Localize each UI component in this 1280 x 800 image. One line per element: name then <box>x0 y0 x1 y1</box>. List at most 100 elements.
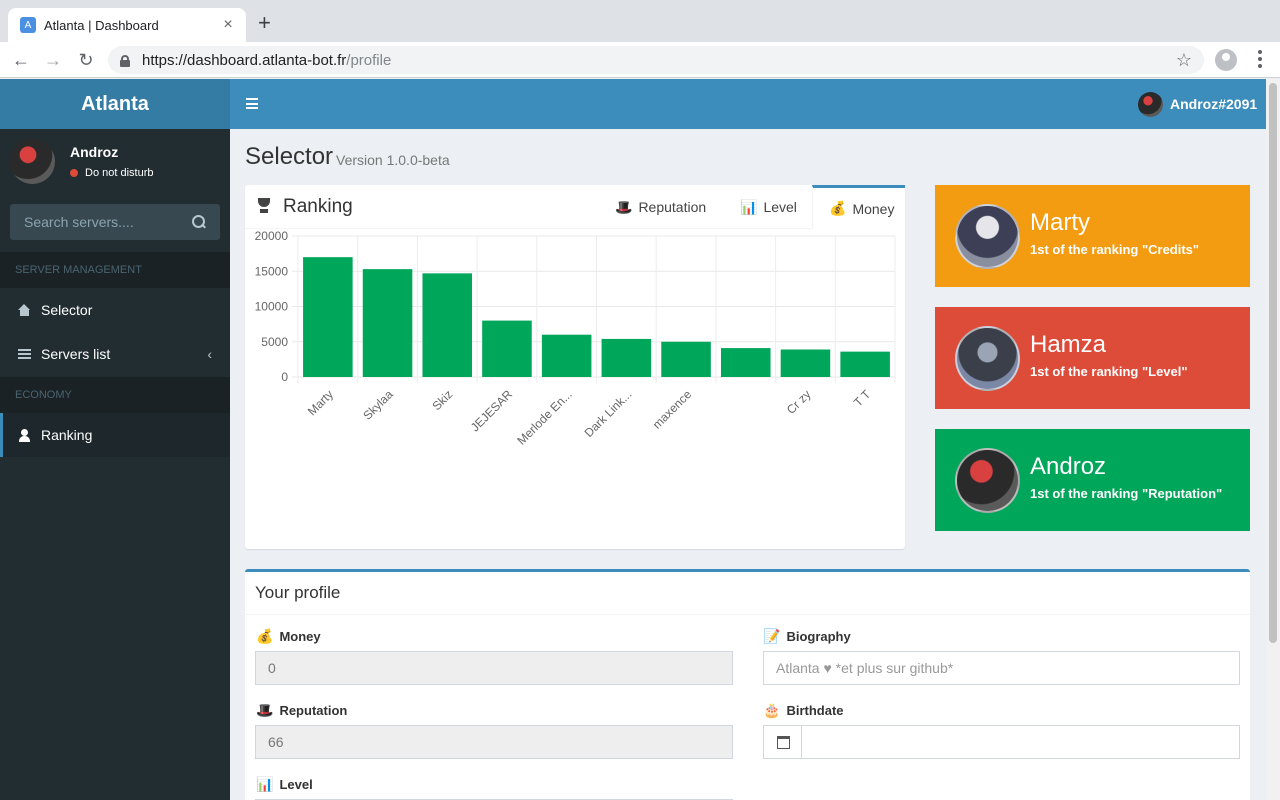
avatar <box>955 448 1020 513</box>
lock-icon <box>120 54 130 67</box>
hamburger-menu-icon[interactable] <box>246 98 258 109</box>
sidebar-item-ranking[interactable]: Ranking <box>0 413 230 457</box>
search-icon[interactable] <box>192 215 206 229</box>
browser-tabbar: A Atlanta | Dashboard × + <box>0 0 1280 42</box>
reputation-field[interactable]: 66 <box>255 725 733 759</box>
url-text: https://dashboard.atlanta-bot.fr/profile <box>142 51 392 69</box>
y-tick-label: 10000 <box>255 300 289 314</box>
divider <box>245 614 1250 615</box>
money-bag-icon: 💰 <box>829 200 847 216</box>
tab-label: Reputation <box>638 199 707 215</box>
sidebar-item-selector[interactable]: Selector <box>0 288 230 332</box>
bar <box>601 338 652 377</box>
bar-chart-icon: 📊 <box>256 776 274 792</box>
bar <box>720 348 771 377</box>
top-hat-icon: 🎩 <box>615 198 633 215</box>
top-navbar: Androz#2091 <box>230 79 1266 129</box>
profile-title: Your profile <box>255 583 341 602</box>
avatar <box>955 326 1020 391</box>
tab-level[interactable]: 📊 Level <box>740 185 810 229</box>
top-reputation-card: Androz 1st of the ranking "Reputation" <box>935 429 1250 531</box>
card-description: 1st of the ranking "Reputation" <box>1030 486 1223 501</box>
bar <box>362 269 413 377</box>
top-hat-icon: 🎩 <box>256 702 274 718</box>
status-text: Do not disturb <box>85 167 154 179</box>
card-description: 1st of the ranking "Level" <box>1030 364 1188 379</box>
y-tick-label: 20000 <box>255 229 289 243</box>
card-name: Marty <box>1030 209 1090 236</box>
sidebar-item-label: Ranking <box>41 427 93 443</box>
label-text: Birthdate <box>786 703 844 718</box>
money-field[interactable]: 0 <box>255 651 733 685</box>
ranking-title: Ranking <box>283 196 353 217</box>
sidebar-item-label: Servers list <box>41 346 111 362</box>
sidebar-item-label: Selector <box>41 302 93 318</box>
sidebar-header-economy: ECONOMY <box>0 377 230 413</box>
user-icon <box>18 428 31 442</box>
calendar-icon <box>777 736 790 749</box>
birthdate-field[interactable] <box>801 725 1240 759</box>
top-username[interactable]: Androz#2091 <box>1170 96 1258 112</box>
avatar[interactable] <box>1138 92 1163 117</box>
menu-kebab-icon[interactable] <box>1258 50 1262 68</box>
user-status: Do not disturb <box>70 167 153 179</box>
x-tick-label: T T <box>851 387 874 410</box>
forward-button[interactable]: → <box>44 50 62 70</box>
bar <box>303 257 353 377</box>
page-scrollbar[interactable] <box>1266 79 1280 800</box>
trophy-icon <box>256 198 272 214</box>
favicon-icon: A <box>20 17 36 33</box>
biography-label: 📝 Biography <box>763 628 851 645</box>
back-button[interactable]: ← <box>12 50 30 70</box>
y-tick-label: 15000 <box>255 264 289 278</box>
user-name: Androz <box>70 144 119 160</box>
calendar-addon[interactable] <box>763 725 802 759</box>
tab-label: Money <box>852 200 895 217</box>
x-tick-label: maxence <box>650 387 695 432</box>
top-level-card: Hamza 1st of the ranking "Level" <box>935 307 1250 409</box>
sidebar-item-servers-list[interactable]: Servers list ‹ <box>0 332 230 376</box>
address-bar[interactable]: https://dashboard.atlanta-bot.fr/profile… <box>108 46 1204 74</box>
bar <box>422 273 473 377</box>
biography-field[interactable]: Atlanta ♥ *et plus sur github* <box>763 651 1240 685</box>
label-text: Biography <box>786 629 851 644</box>
browser-tab[interactable]: A Atlanta | Dashboard × <box>8 8 246 42</box>
chevron-left-icon: ‹ <box>207 346 212 362</box>
tab-money[interactable]: 💰 Money <box>812 185 905 229</box>
x-tick-label: JEJESAR <box>468 387 515 434</box>
card-name: Androz <box>1030 453 1107 480</box>
tab-reputation[interactable]: 🎩 Reputation <box>615 185 723 229</box>
user-panel: Androz Do not disturb <box>10 139 220 184</box>
brand-logo[interactable]: Atlanta <box>0 79 230 129</box>
profile-box: Your profile 💰 Money 0 🎩 Reputation 66 📊… <box>245 569 1250 800</box>
card-description: 1st of the ranking "Credits" <box>1030 242 1200 257</box>
reputation-label: 🎩 Reputation <box>256 702 347 719</box>
card-name: Hamza <box>1030 331 1107 358</box>
x-tick-label: Cr zy <box>784 387 814 417</box>
avatar <box>10 139 55 184</box>
bar <box>780 349 831 377</box>
new-tab-button[interactable]: + <box>258 10 271 35</box>
x-tick-label: Skylaa <box>360 387 396 423</box>
avatar <box>955 204 1020 269</box>
cake-icon: 🎂 <box>763 702 781 718</box>
bar <box>541 334 592 377</box>
y-tick-label: 5000 <box>261 335 288 349</box>
reload-button[interactable]: ↻ <box>78 50 94 70</box>
bar <box>482 320 532 377</box>
close-tab-icon[interactable]: × <box>223 16 233 33</box>
label-text: Money <box>279 629 321 644</box>
ranking-box-header: Ranking 🎩 Reputation 📊 Level 💰 Money <box>245 185 905 229</box>
bar-chart-icon: 📊 <box>740 198 758 215</box>
home-icon <box>18 303 31 317</box>
account-icon[interactable] <box>1215 49 1237 71</box>
search-input[interactable]: Search servers.... <box>10 204 220 240</box>
ranking-bar-chart: 0 5000 10000 15000 20000 Marty Skylaa Skiz JEJES… <box>255 229 896 448</box>
top-credits-card: Marty 1st of the ranking "Credits" <box>935 185 1250 287</box>
scrollbar-thumb[interactable] <box>1269 83 1277 643</box>
ranking-box: Ranking 🎩 Reputation 📊 Level 💰 Money 0 50… <box>245 185 905 549</box>
bookmark-star-icon[interactable]: ☆ <box>1175 50 1192 70</box>
bar <box>840 351 890 377</box>
browser-toolbar: ← → ↻ https://dashboard.atlanta-bot.fr/p… <box>0 42 1280 78</box>
birthdate-label: 🎂 Birthdate <box>763 702 844 719</box>
